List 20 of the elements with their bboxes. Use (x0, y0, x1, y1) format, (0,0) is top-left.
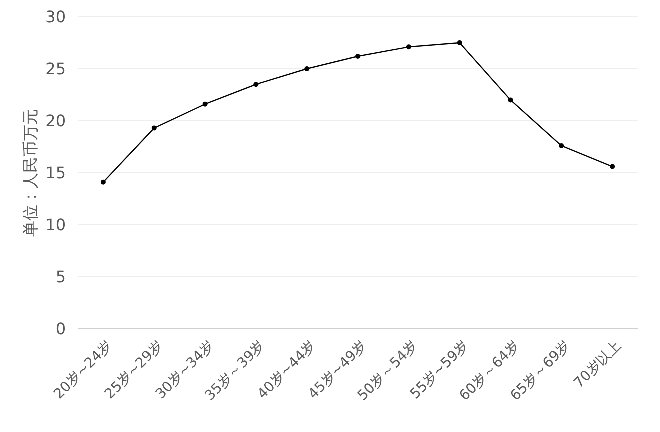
point (356, 54, 360, 60)
point (202, 102, 208, 107)
point (406, 44, 412, 50)
point (610, 164, 616, 170)
x-tick-label: 70岁以上 (571, 338, 625, 392)
y-tick-label: 20 (46, 112, 66, 131)
point (100, 180, 106, 185)
point (457, 40, 462, 46)
y-tick-label: 10 (46, 216, 66, 235)
point (559, 143, 564, 148)
y-tick-label: 30 (46, 8, 66, 27)
y-tick-label: 5 (56, 268, 66, 287)
point (254, 82, 259, 88)
y-tick-label: 0 (56, 320, 66, 339)
y-axis-title: 单位：人民币万元 (21, 109, 40, 237)
y-tick-label: 25 (46, 60, 66, 79)
point (304, 66, 310, 72)
point (152, 126, 157, 131)
y-tick-label: 15 (46, 164, 66, 183)
point (508, 98, 514, 103)
